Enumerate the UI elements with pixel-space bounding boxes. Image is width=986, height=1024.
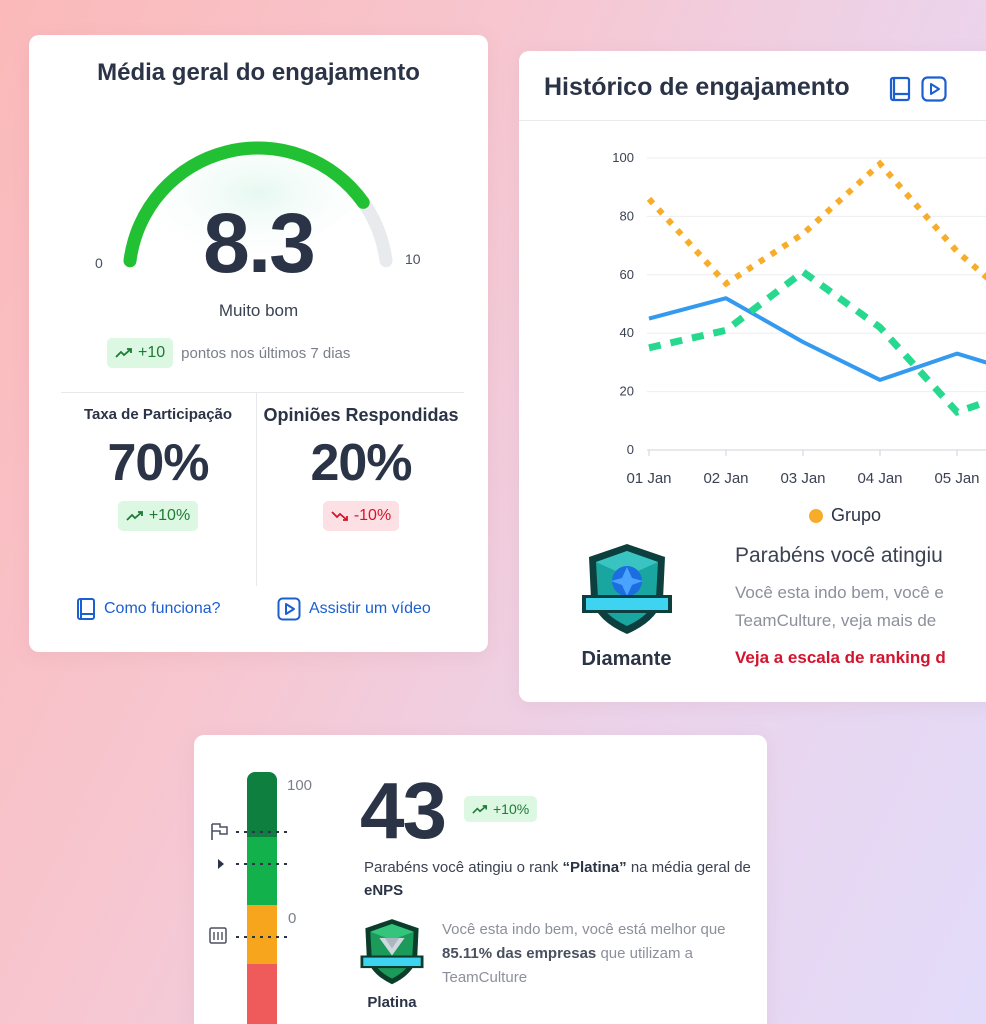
y-tick-label: 40 xyxy=(620,325,634,340)
enps-scale: 100 0 xyxy=(209,772,312,1024)
enps-congrats-text: Parabéns você atingiu o rank “Platina” n… xyxy=(364,856,767,902)
gauge-value: 8.3 xyxy=(203,196,316,290)
enps-desc-highlight: 85.11% das empresas xyxy=(442,945,597,962)
history-congrats-line-1: Você esta indo bem, você e xyxy=(735,583,944,602)
gauge-min-label: 0 xyxy=(95,255,103,271)
enps-scale-segments xyxy=(247,772,277,1024)
y-tick-label: 20 xyxy=(620,384,634,399)
watch-video-label: Assistir um vídeo xyxy=(309,600,431,617)
diamond-rank-badge: Diamante xyxy=(569,541,684,671)
trend-up-icon xyxy=(472,804,488,814)
history-card-title: Histórico de engajamento xyxy=(544,73,850,101)
enps-delta-value: +10% xyxy=(493,801,530,817)
x-tick-label: 03 Jan xyxy=(780,470,825,487)
gauge-max-label: 10 xyxy=(405,251,421,267)
enps-scale-top: 100 xyxy=(287,777,312,794)
opinions-title: Opiniões Respondidas xyxy=(263,405,459,425)
gauge-glow xyxy=(130,148,364,277)
enps-congrats-prefix: Parabéns você atingiu o rank xyxy=(364,859,563,876)
building-icon xyxy=(209,927,227,944)
y-tick-label: 80 xyxy=(620,208,634,223)
horizontal-divider xyxy=(61,392,464,393)
answered-opinions-metric: Opiniões Respondidas 20% -10% xyxy=(261,405,461,531)
opinions-delta-value: -10% xyxy=(353,507,392,524)
history-congrats-line-2: TeamCulture, veja mais de xyxy=(735,611,937,630)
chart-y-ticks: 0 20 40 60 80 100 xyxy=(612,150,634,457)
trend-down-icon xyxy=(331,511,348,521)
enps-delta-badge: +10% xyxy=(464,796,538,822)
series-line-1 xyxy=(648,296,986,382)
gauge-fill xyxy=(123,141,370,268)
chart-grid xyxy=(647,157,986,451)
x-tick-label: 01 Jan xyxy=(626,470,671,487)
how-it-works-link[interactable]: Como funciona? xyxy=(76,597,221,621)
engagement-average-card: Média geral do engajamento 0 10 8.3 Muit… xyxy=(29,35,488,652)
y-tick-label: 0 xyxy=(627,442,634,457)
ranking-scale-link[interactable]: Veja a escala de ranking d xyxy=(735,648,946,667)
enps-rank-name: “Platina” xyxy=(562,859,627,876)
play-video-icon[interactable] xyxy=(921,76,947,102)
enps-desc-suffix: que utilizam a TeamCulture xyxy=(442,945,693,986)
engagement-card-title: Média geral do engajamento xyxy=(97,59,420,86)
vertical-divider xyxy=(256,393,257,586)
enps-scale-segment-0 xyxy=(247,780,277,837)
history-header-actions xyxy=(889,76,947,102)
participation-rate-metric: Taxa de Participação 70% +10% xyxy=(58,405,258,531)
enps-desc-prefix: Você esta indo bem, você está melhor que xyxy=(442,921,726,938)
participation-value: 70% xyxy=(107,434,209,492)
history-card-header: Histórico de engajamento xyxy=(519,51,986,121)
legend-dot xyxy=(809,508,823,523)
history-congrats-desc: Você esta indo bem, você e TeamCulture, … xyxy=(735,579,986,635)
series-line-0 xyxy=(646,159,986,288)
diamond-shield-icon xyxy=(581,544,672,634)
engagement-gauge xyxy=(123,141,393,277)
diamond-rank-name: Diamante xyxy=(581,648,672,670)
engagement-history-card: Histórico de engajamento 0 20 40 60 80 100 01… xyxy=(519,51,986,702)
series-line-2 xyxy=(648,267,986,417)
participation-title: Taxa de Participação xyxy=(83,406,233,423)
enps-congrats-middle: na média geral de xyxy=(626,859,751,876)
enps-scale-segment-1 xyxy=(247,837,277,905)
participation-delta-value: +10% xyxy=(148,507,191,524)
enps-scale-zero: 0 xyxy=(288,910,296,927)
enps-metric-name: eNPS xyxy=(364,882,404,899)
enps-score: 43 xyxy=(360,766,447,855)
participation-delta-badge: +10% xyxy=(117,501,199,531)
y-tick-label: 100 xyxy=(612,150,634,165)
y-tick-label: 60 xyxy=(620,267,634,282)
gauge-rating-label: Muito bom xyxy=(218,301,299,320)
x-tick-label: 04 Jan xyxy=(857,470,902,487)
book-icon xyxy=(77,598,95,620)
chart-series xyxy=(646,159,986,417)
play-video-icon xyxy=(277,597,301,621)
engagement-delta-badge: +10 xyxy=(107,338,174,368)
engagement-delta-value: +10 xyxy=(138,344,166,361)
enps-description: Você esta indo bem, você está melhor que… xyxy=(442,918,762,990)
chart-legend: Grupo xyxy=(809,505,881,526)
x-tick-label: 02 Jan xyxy=(703,470,748,487)
engagement-delta-row: +10 pontos nos últimos 7 dias xyxy=(107,338,350,368)
legend-label: Grupo xyxy=(831,505,882,525)
opinions-value: 20% xyxy=(310,434,412,492)
engagement-history-chart: 0 20 40 60 80 100 01 Jan 02 Jan 03 Jan 04 Jan 05 … xyxy=(612,150,986,487)
watch-video-link[interactable]: Assistir um vídeo xyxy=(277,597,431,621)
flag-icon xyxy=(211,823,228,840)
enps-card: 100 0 43 +10% Parabéns você atingiu o ra… xyxy=(194,735,767,1024)
pointer-icon xyxy=(218,859,224,869)
history-congrats-title: Parabéns você atingiu xyxy=(735,544,943,567)
opinions-delta-badge: -10% xyxy=(322,501,400,531)
enps-markers xyxy=(236,831,290,938)
x-tick-label: 05 Jan xyxy=(934,470,979,487)
platinum-rank-name: Platina xyxy=(367,994,417,1011)
engagement-delta-text: pontos nos últimos 7 dias xyxy=(181,344,351,362)
enps-scale-segment-3 xyxy=(247,964,277,1024)
enps-scale-segment-2 xyxy=(247,905,277,964)
how-it-works-label: Como funciona? xyxy=(104,600,221,617)
book-icon[interactable] xyxy=(889,76,911,102)
platinum-rank-badge: Platina xyxy=(354,917,430,1011)
platinum-shield-icon xyxy=(360,919,424,985)
trend-up-icon xyxy=(126,511,143,521)
trend-up-icon xyxy=(115,348,132,358)
